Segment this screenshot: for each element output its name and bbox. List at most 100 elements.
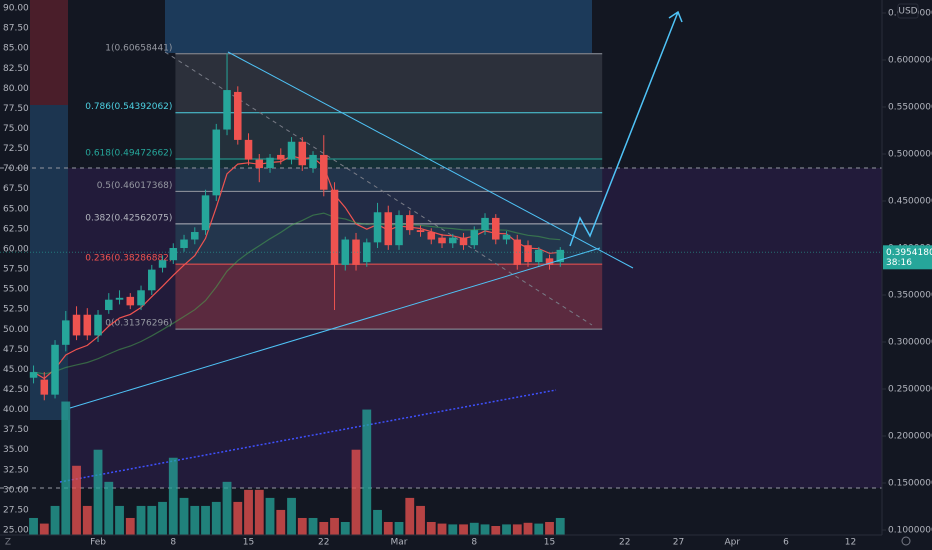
settings-icon[interactable] xyxy=(901,536,911,546)
candle-body xyxy=(492,217,500,240)
y2-tick-label: 62.50 xyxy=(3,224,29,234)
volume-bar xyxy=(287,497,296,535)
y2-tick-label: 55.00 xyxy=(3,285,29,295)
candle-body xyxy=(180,239,188,248)
candle-body xyxy=(459,237,468,246)
y-tick-label: 0.35000000 xyxy=(888,290,932,300)
candle-body xyxy=(449,237,457,244)
y2-tick-label: 47.50 xyxy=(3,345,29,355)
candle-body xyxy=(169,247,178,261)
fib-band xyxy=(175,158,603,192)
candle-body xyxy=(373,212,382,243)
volume-bar xyxy=(233,501,243,535)
volume-bar xyxy=(29,517,38,535)
candle-body xyxy=(244,139,253,160)
volume-bar xyxy=(93,449,103,535)
x-tick-label: 8 xyxy=(170,538,176,548)
y2-tick-label: 85.00 xyxy=(3,44,29,54)
candle-body xyxy=(191,232,199,240)
fib-band xyxy=(175,264,603,330)
y2-tick-label: 35.00 xyxy=(3,445,29,455)
blue-zone xyxy=(30,105,68,420)
x-tick-label: 27 xyxy=(673,538,684,548)
candle-body xyxy=(83,314,92,336)
currency-box[interactable] xyxy=(897,3,919,19)
volume-bar xyxy=(373,509,382,535)
candles xyxy=(29,53,565,401)
y2-tick-label: 42.50 xyxy=(3,385,29,395)
candle-body xyxy=(320,154,328,190)
volume-bar xyxy=(416,505,425,535)
candle-body xyxy=(212,129,221,196)
candle-body xyxy=(72,314,81,336)
volume-bar xyxy=(491,526,501,535)
volume-bar xyxy=(244,489,253,535)
y-tick-label: 0.30000000 xyxy=(888,338,932,348)
candle-body xyxy=(406,215,414,231)
moving-average xyxy=(33,212,561,375)
candle-body xyxy=(201,195,210,231)
tz-icon[interactable]: Z xyxy=(5,538,11,548)
y2-tick-label: 67.50 xyxy=(3,184,29,194)
x-tick-label: 6 xyxy=(783,538,789,548)
y2-tick-label: 80.00 xyxy=(3,84,29,94)
candle-body xyxy=(416,230,425,233)
blue-zone xyxy=(165,0,592,53)
x-tick-label: 12 xyxy=(845,538,856,548)
currency: USD xyxy=(898,7,917,17)
candle-body xyxy=(330,189,339,265)
volume-bar xyxy=(459,524,468,535)
y2-tick-label: 57.50 xyxy=(3,265,29,275)
volume-bar xyxy=(480,524,490,535)
volume-bar xyxy=(362,409,372,535)
candle-body xyxy=(309,154,317,169)
candle-body xyxy=(545,258,554,265)
right-axis xyxy=(882,0,932,550)
fib-label: 0.382(0.42562075) xyxy=(85,213,172,223)
candle-body xyxy=(40,379,49,395)
volume-bar xyxy=(39,523,49,535)
red-zone xyxy=(30,0,68,105)
volume-bar xyxy=(211,501,221,535)
volume-bar xyxy=(82,505,92,535)
fib-label: 0.5(0.46017368) xyxy=(97,181,173,191)
candle-body xyxy=(427,232,436,240)
y-tick-label: 0.20000000 xyxy=(888,432,932,442)
candle-body xyxy=(51,344,59,395)
candle-body xyxy=(115,297,124,300)
candle-body xyxy=(266,157,274,169)
arrow-head xyxy=(668,10,683,23)
volume-bar xyxy=(308,517,318,535)
volume-bar xyxy=(545,521,554,535)
volume-bar xyxy=(383,521,393,535)
last-price-label: 0.39541800 xyxy=(886,248,932,258)
y-tick-label: 0.60000000 xyxy=(888,55,932,65)
candle-body xyxy=(556,249,565,263)
y2-tick-label: 87.50 xyxy=(3,24,29,34)
last-price-tag xyxy=(883,245,932,270)
fib-label: 0(0.31376296) xyxy=(105,319,172,329)
candle-body xyxy=(502,234,511,240)
y2-tick-label: 82.50 xyxy=(3,64,29,74)
y2-tick-label: 25.00 xyxy=(3,526,29,536)
y2-tick-label: 30.00 xyxy=(3,485,29,495)
y-tick-label: 0.50000000 xyxy=(888,149,932,159)
volume-bar xyxy=(168,457,178,535)
volume-bar xyxy=(104,481,114,535)
candle-body xyxy=(513,239,522,265)
volume-bar xyxy=(158,501,167,535)
y2-tick-label: 70.00 xyxy=(3,164,29,174)
y-tick-label: 0.55000000 xyxy=(888,102,932,112)
candle-body xyxy=(62,320,70,345)
y2-tick-label: 60.00 xyxy=(3,244,29,254)
x-tick-label: 22 xyxy=(318,538,329,548)
x-tick-label: 15 xyxy=(243,538,254,548)
candle-body xyxy=(148,269,156,291)
y2-tick-label: 27.50 xyxy=(3,505,29,515)
candle-body xyxy=(223,90,231,130)
trend-line xyxy=(69,247,601,409)
volume-bar xyxy=(125,517,135,535)
candle-body xyxy=(277,154,285,160)
volume-bar xyxy=(276,509,286,535)
y2-tick-label: 45.00 xyxy=(3,365,29,375)
